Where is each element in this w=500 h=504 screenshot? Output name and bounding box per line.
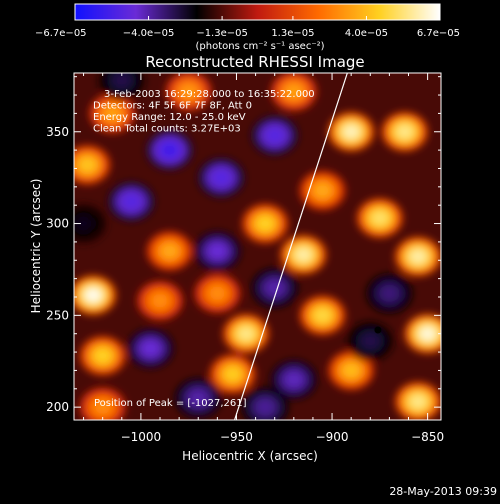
dim-source (146, 130, 193, 170)
image-sources (74, 73, 441, 420)
dim-source (366, 273, 413, 314)
info-line: Energy Range: 12.0 - 25.0 keV (93, 112, 246, 123)
x-tick-label: −900 (316, 430, 349, 444)
dim-source (194, 231, 241, 271)
bright-source (381, 111, 428, 152)
colorbar-tick-label: 6.7e−05 (417, 28, 460, 39)
dim-source (74, 203, 107, 244)
chart-title: Reconstructed RHESSI Image (145, 53, 364, 71)
bright-source (79, 387, 126, 420)
info-line: 3-Feb-2003 16:29:28.000 to 16:35:22.000 (104, 89, 315, 100)
x-axis-label: Heliocentric X (arcsec) (182, 449, 318, 463)
plot-frame (73, 72, 442, 421)
bright-source (404, 313, 441, 354)
dim-source (108, 181, 155, 222)
bright-source (222, 313, 270, 354)
dim-source (347, 321, 394, 361)
y-tick-label: 250 (46, 308, 69, 322)
observation-info: 3-Feb-2003 16:29:28.000 to 16:35:22.000D… (93, 89, 315, 135)
bright-source (299, 170, 346, 211)
bright-source (194, 273, 241, 314)
bright-source (328, 350, 375, 391)
colorbar-tick-label: 1.3e−05 (271, 28, 314, 39)
bright-source (280, 234, 327, 275)
colorbar (74, 3, 441, 21)
bright-source (146, 231, 193, 271)
bright-source (242, 203, 289, 244)
dim-source (127, 328, 174, 369)
dim-source (242, 387, 289, 420)
bright-source (74, 275, 117, 315)
bright-source (394, 236, 441, 277)
bright-source (299, 295, 346, 336)
dim-source (270, 359, 317, 400)
dim-source (98, 73, 145, 101)
info-line: Clean Total counts: 3.27E+03 (93, 124, 241, 135)
y-tick-label: 300 (46, 217, 69, 231)
bright-source (394, 381, 441, 420)
x-tick-label: −950 (220, 430, 253, 444)
bright-source (209, 354, 256, 394)
y-axis-label: Heliocentric Y (arcsec) (29, 179, 43, 314)
colorbar-tick-label: −4.0e−05 (123, 28, 175, 39)
bright-source (328, 111, 375, 152)
x-tick-label: −850 (411, 430, 444, 444)
bright-source (136, 280, 184, 321)
peak-position-label: Position of Peak = [-1027,261] (94, 398, 247, 409)
colorbar-tick-label: 4.0e−05 (345, 28, 388, 39)
colorbar-tick-label: −1.3e−05 (196, 28, 248, 39)
dim-source (198, 157, 245, 198)
dim-source (251, 268, 298, 308)
bright-source (270, 73, 317, 112)
x-tick-label: −1000 (121, 430, 162, 444)
dim-source (175, 378, 222, 418)
x-axis: −1000 −950 −900 −850 (83, 73, 444, 444)
bright-source (89, 93, 136, 134)
bright-source (165, 73, 212, 112)
bright-source (79, 335, 126, 376)
bright-source (356, 198, 403, 238)
dim-source (251, 115, 298, 156)
footer-timestamp: 28-May-2013 09:39 (389, 485, 497, 498)
dark-spot (374, 326, 382, 334)
y-axis: 200 250 300 350 (46, 76, 441, 414)
y-tick-label: 350 (46, 125, 69, 139)
colorbar-tick-label: −6.7e−05 (35, 28, 87, 39)
colorbar-ticks: −6.7e−05 −4.0e−05 −1.3e−05 1.3e−05 4.0e−05 6.… (35, 16, 460, 39)
y-tick-label: 200 (46, 400, 69, 414)
solar-limb-line (233, 73, 348, 420)
info-line: Detectors: 4F 5F 6F 7F 8F, Att 0 (93, 101, 252, 112)
colorbar-units-label: (photons cm⁻² s⁻¹ asec⁻²) (195, 41, 324, 52)
bright-source (74, 145, 111, 185)
